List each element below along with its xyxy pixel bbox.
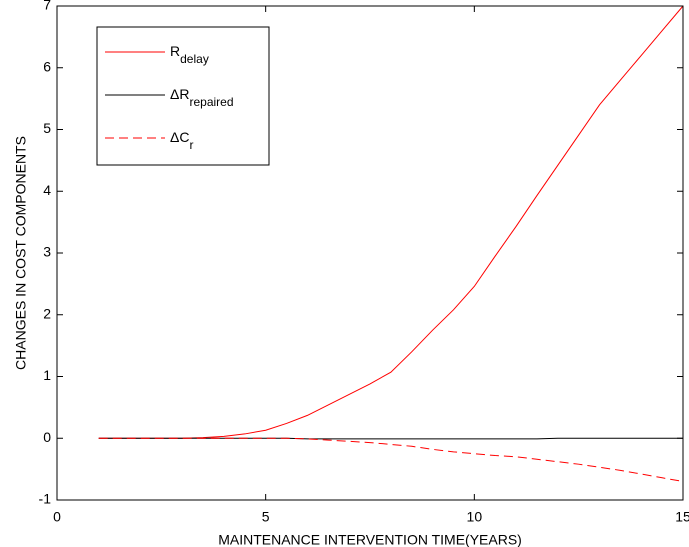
axes-box: [56, 5, 684, 501]
x-tick-label: 0: [53, 509, 61, 525]
legend-label: Rdelay: [170, 43, 209, 66]
legend-subscript: repaired: [189, 95, 233, 109]
y-tick-label: -1: [39, 491, 52, 507]
legend-name: R: [170, 43, 180, 59]
x-tick-label: 15: [675, 509, 689, 525]
legend-subscript: delay: [180, 52, 209, 66]
legend-label: ΔRrepaired: [170, 86, 234, 109]
x-tick-label: 10: [467, 509, 483, 525]
y-tick-label: 3: [43, 244, 51, 260]
legend-box: [96, 26, 270, 166]
legend-subscript: r: [189, 138, 193, 152]
y-tick-label: 7: [43, 0, 51, 13]
y-tick-label: 6: [43, 58, 51, 74]
y-tick-label: 0: [43, 429, 51, 445]
legend-name: ΔC: [170, 129, 189, 145]
series-line: [98, 437, 684, 482]
y-tick-label: 4: [43, 182, 51, 198]
legend-name: ΔR: [170, 86, 189, 102]
x-axis-label: MAINTENANCE INTERVENTION TIME(YEARS): [218, 532, 522, 547]
y-axis-label: CHANGES IN COST COMPONENTS: [13, 136, 29, 370]
legend-label: ΔCr: [170, 129, 193, 152]
y-tick-label: 1: [43, 367, 51, 383]
x-tick-label: 5: [262, 509, 270, 525]
y-tick-label: 2: [43, 305, 51, 321]
y-tick-label: 5: [43, 120, 51, 136]
series-line: [98, 5, 684, 439]
legend: Rdelay ΔRrepaired ΔCr: [96, 26, 270, 166]
